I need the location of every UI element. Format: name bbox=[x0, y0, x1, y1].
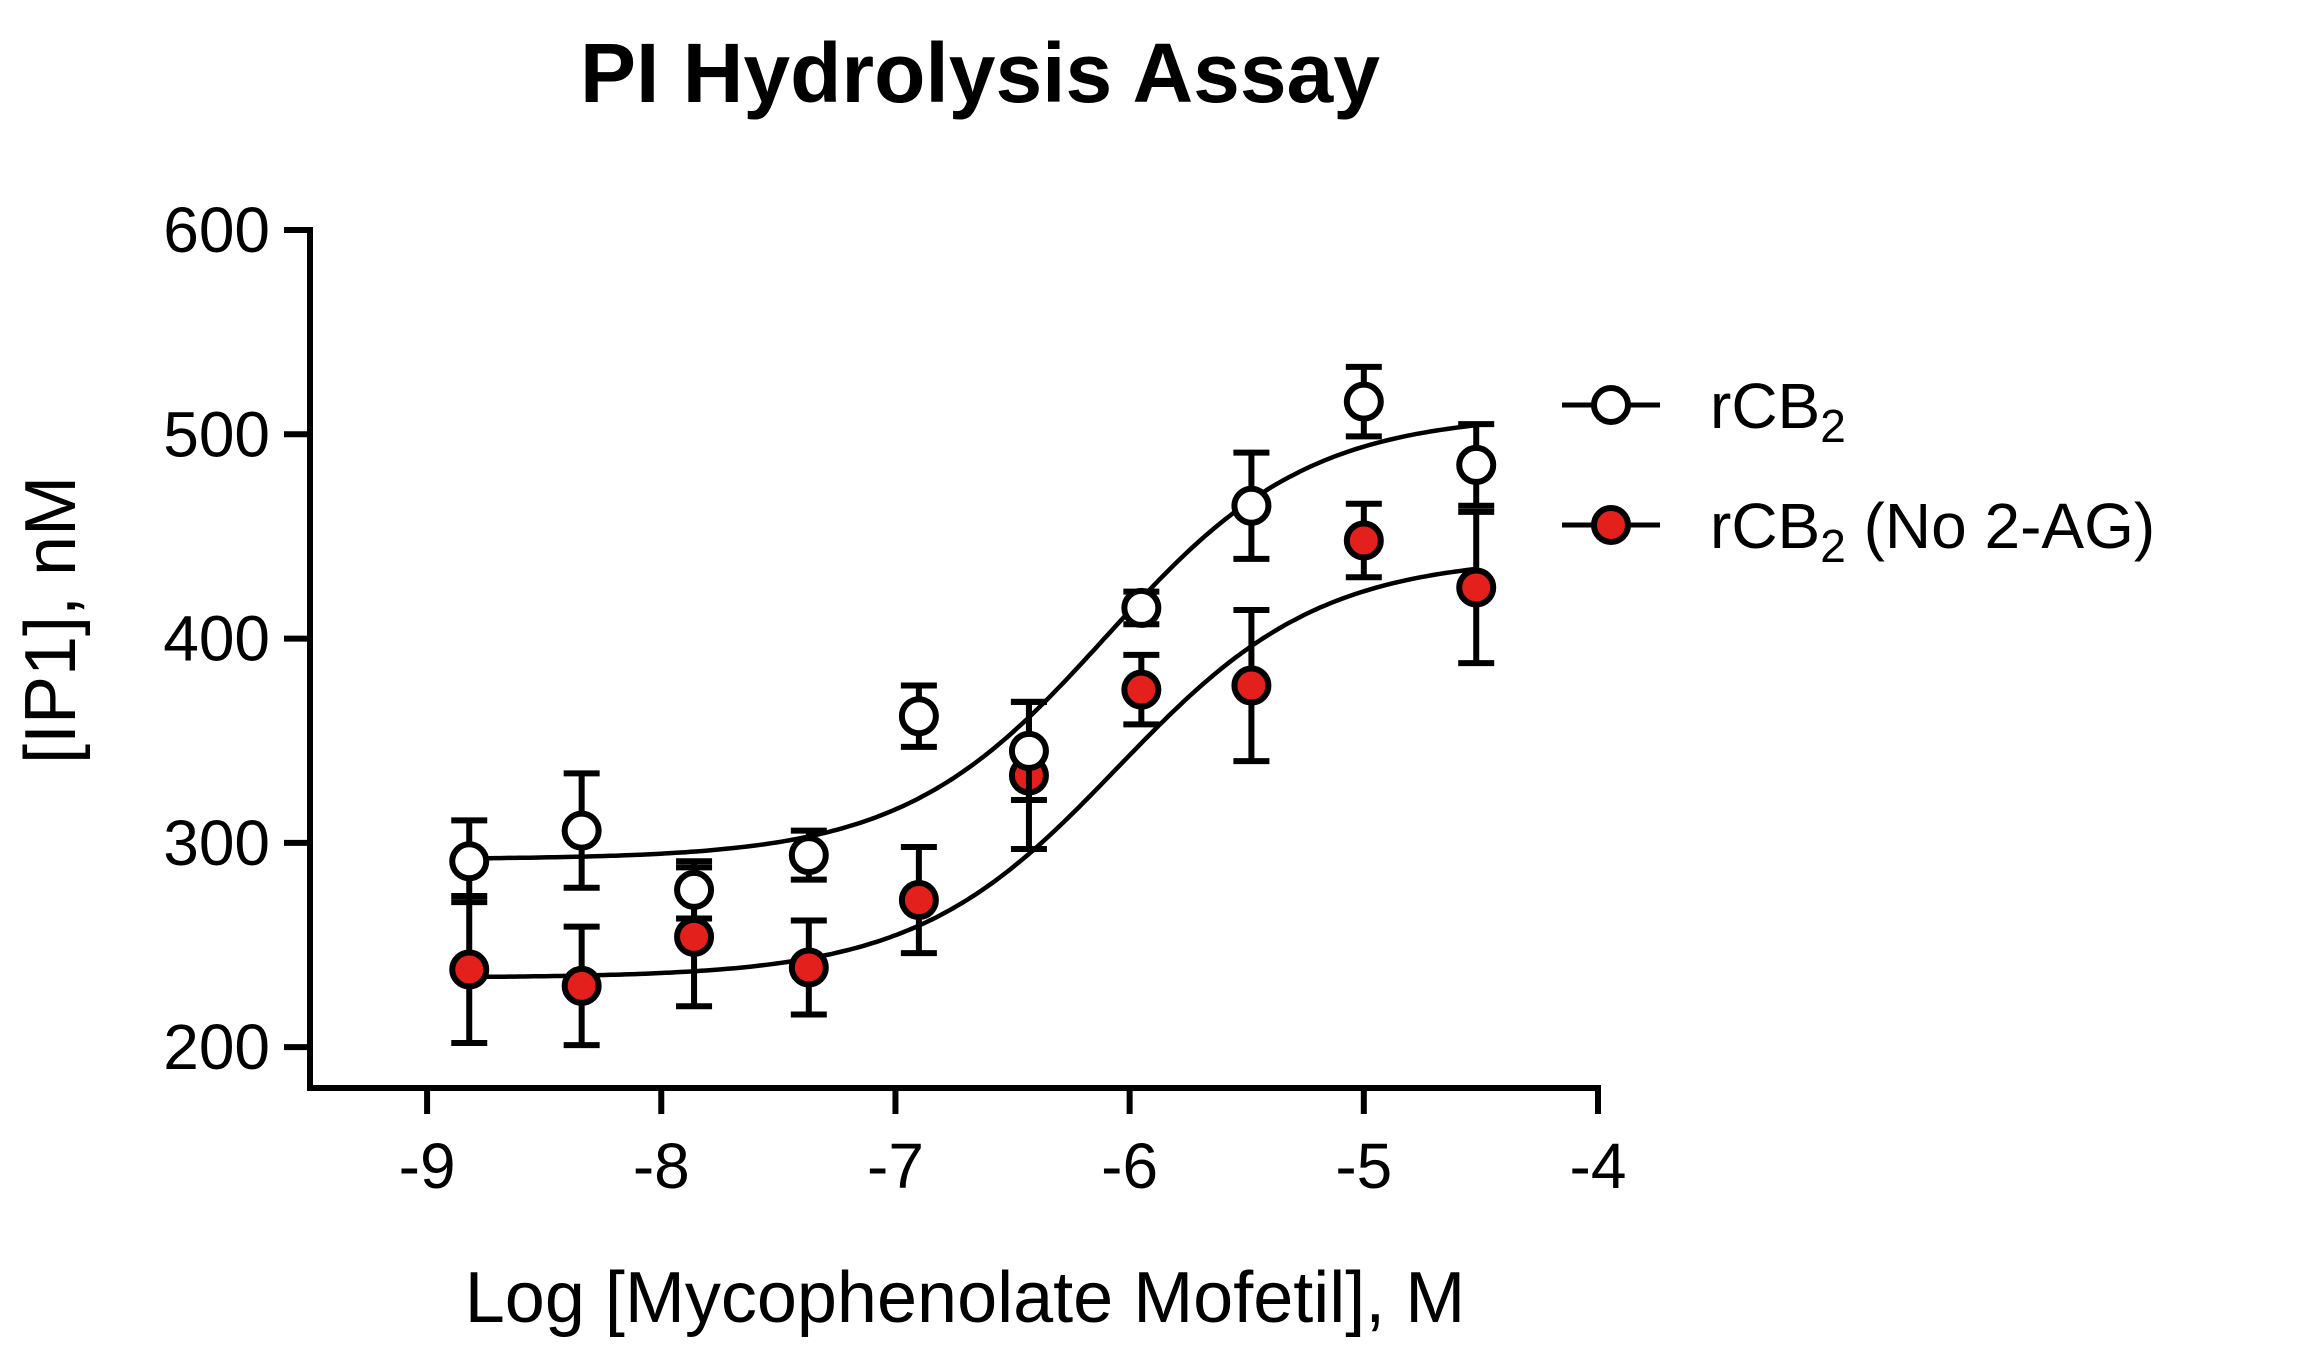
y-tick-label: 300 bbox=[163, 807, 270, 879]
data-point bbox=[449, 841, 490, 882]
data-point bbox=[1008, 730, 1049, 771]
legend-label: rCB2 bbox=[1710, 370, 1846, 452]
x-tick-label: -6 bbox=[1101, 1130, 1158, 1202]
legend-label: rCB2 (No 2-AG) bbox=[1710, 490, 2155, 572]
legend-marker bbox=[1591, 505, 1631, 545]
y-ticks: 200 300 400 500 600 bbox=[163, 194, 310, 1083]
fit-curve-series-1 bbox=[469, 423, 1477, 861]
data-point bbox=[1121, 669, 1162, 710]
data-point bbox=[898, 696, 939, 737]
data-point bbox=[449, 949, 490, 990]
x-ticks: -9 -8 -7 -6 -5 -4 bbox=[399, 1088, 1627, 1202]
x-tick-label: -9 bbox=[399, 1130, 456, 1202]
y-tick-label: 600 bbox=[163, 194, 270, 266]
data-point bbox=[1231, 485, 1272, 526]
chart-title: PI Hydrolysis Assay bbox=[580, 26, 1380, 120]
x-tick-label: -7 bbox=[867, 1130, 924, 1202]
y-tick-label: 200 bbox=[163, 1011, 270, 1083]
fit-curve-series-2 bbox=[469, 566, 1477, 980]
data-point bbox=[674, 869, 715, 910]
data-point bbox=[1343, 381, 1384, 422]
y-tick-label: 500 bbox=[163, 398, 270, 470]
data-point bbox=[674, 916, 715, 957]
legend-marker bbox=[1591, 385, 1631, 425]
axes bbox=[307, 227, 1601, 1091]
data-point bbox=[898, 880, 939, 921]
data-point bbox=[561, 965, 602, 1006]
data-point bbox=[788, 835, 829, 876]
data-point bbox=[788, 947, 829, 988]
data-point bbox=[1456, 444, 1497, 485]
y-axis-label: [IP1], nM bbox=[11, 476, 91, 764]
data-point bbox=[1121, 587, 1162, 628]
data-point bbox=[1456, 567, 1497, 608]
legend-item-2: rCB2 (No 2-AG) bbox=[1562, 490, 2155, 572]
y-tick-label: 400 bbox=[163, 603, 270, 675]
x-tick-label: -8 bbox=[633, 1130, 690, 1202]
x-tick-label: -5 bbox=[1335, 1130, 1392, 1202]
data-point bbox=[561, 810, 602, 851]
series-1 bbox=[449, 363, 1497, 922]
x-tick-label: -4 bbox=[1570, 1130, 1627, 1202]
data-point bbox=[1231, 665, 1272, 706]
legend: rCB2 rCB2 (No 2-AG) bbox=[1562, 370, 2155, 572]
x-axis-label: Log [Mycophenolate Mofetil], M bbox=[465, 1258, 1466, 1338]
data-point bbox=[1343, 520, 1384, 561]
series-2 bbox=[449, 500, 1497, 1049]
plot-area bbox=[449, 363, 1497, 1049]
legend-item-1: rCB2 bbox=[1562, 370, 1846, 452]
